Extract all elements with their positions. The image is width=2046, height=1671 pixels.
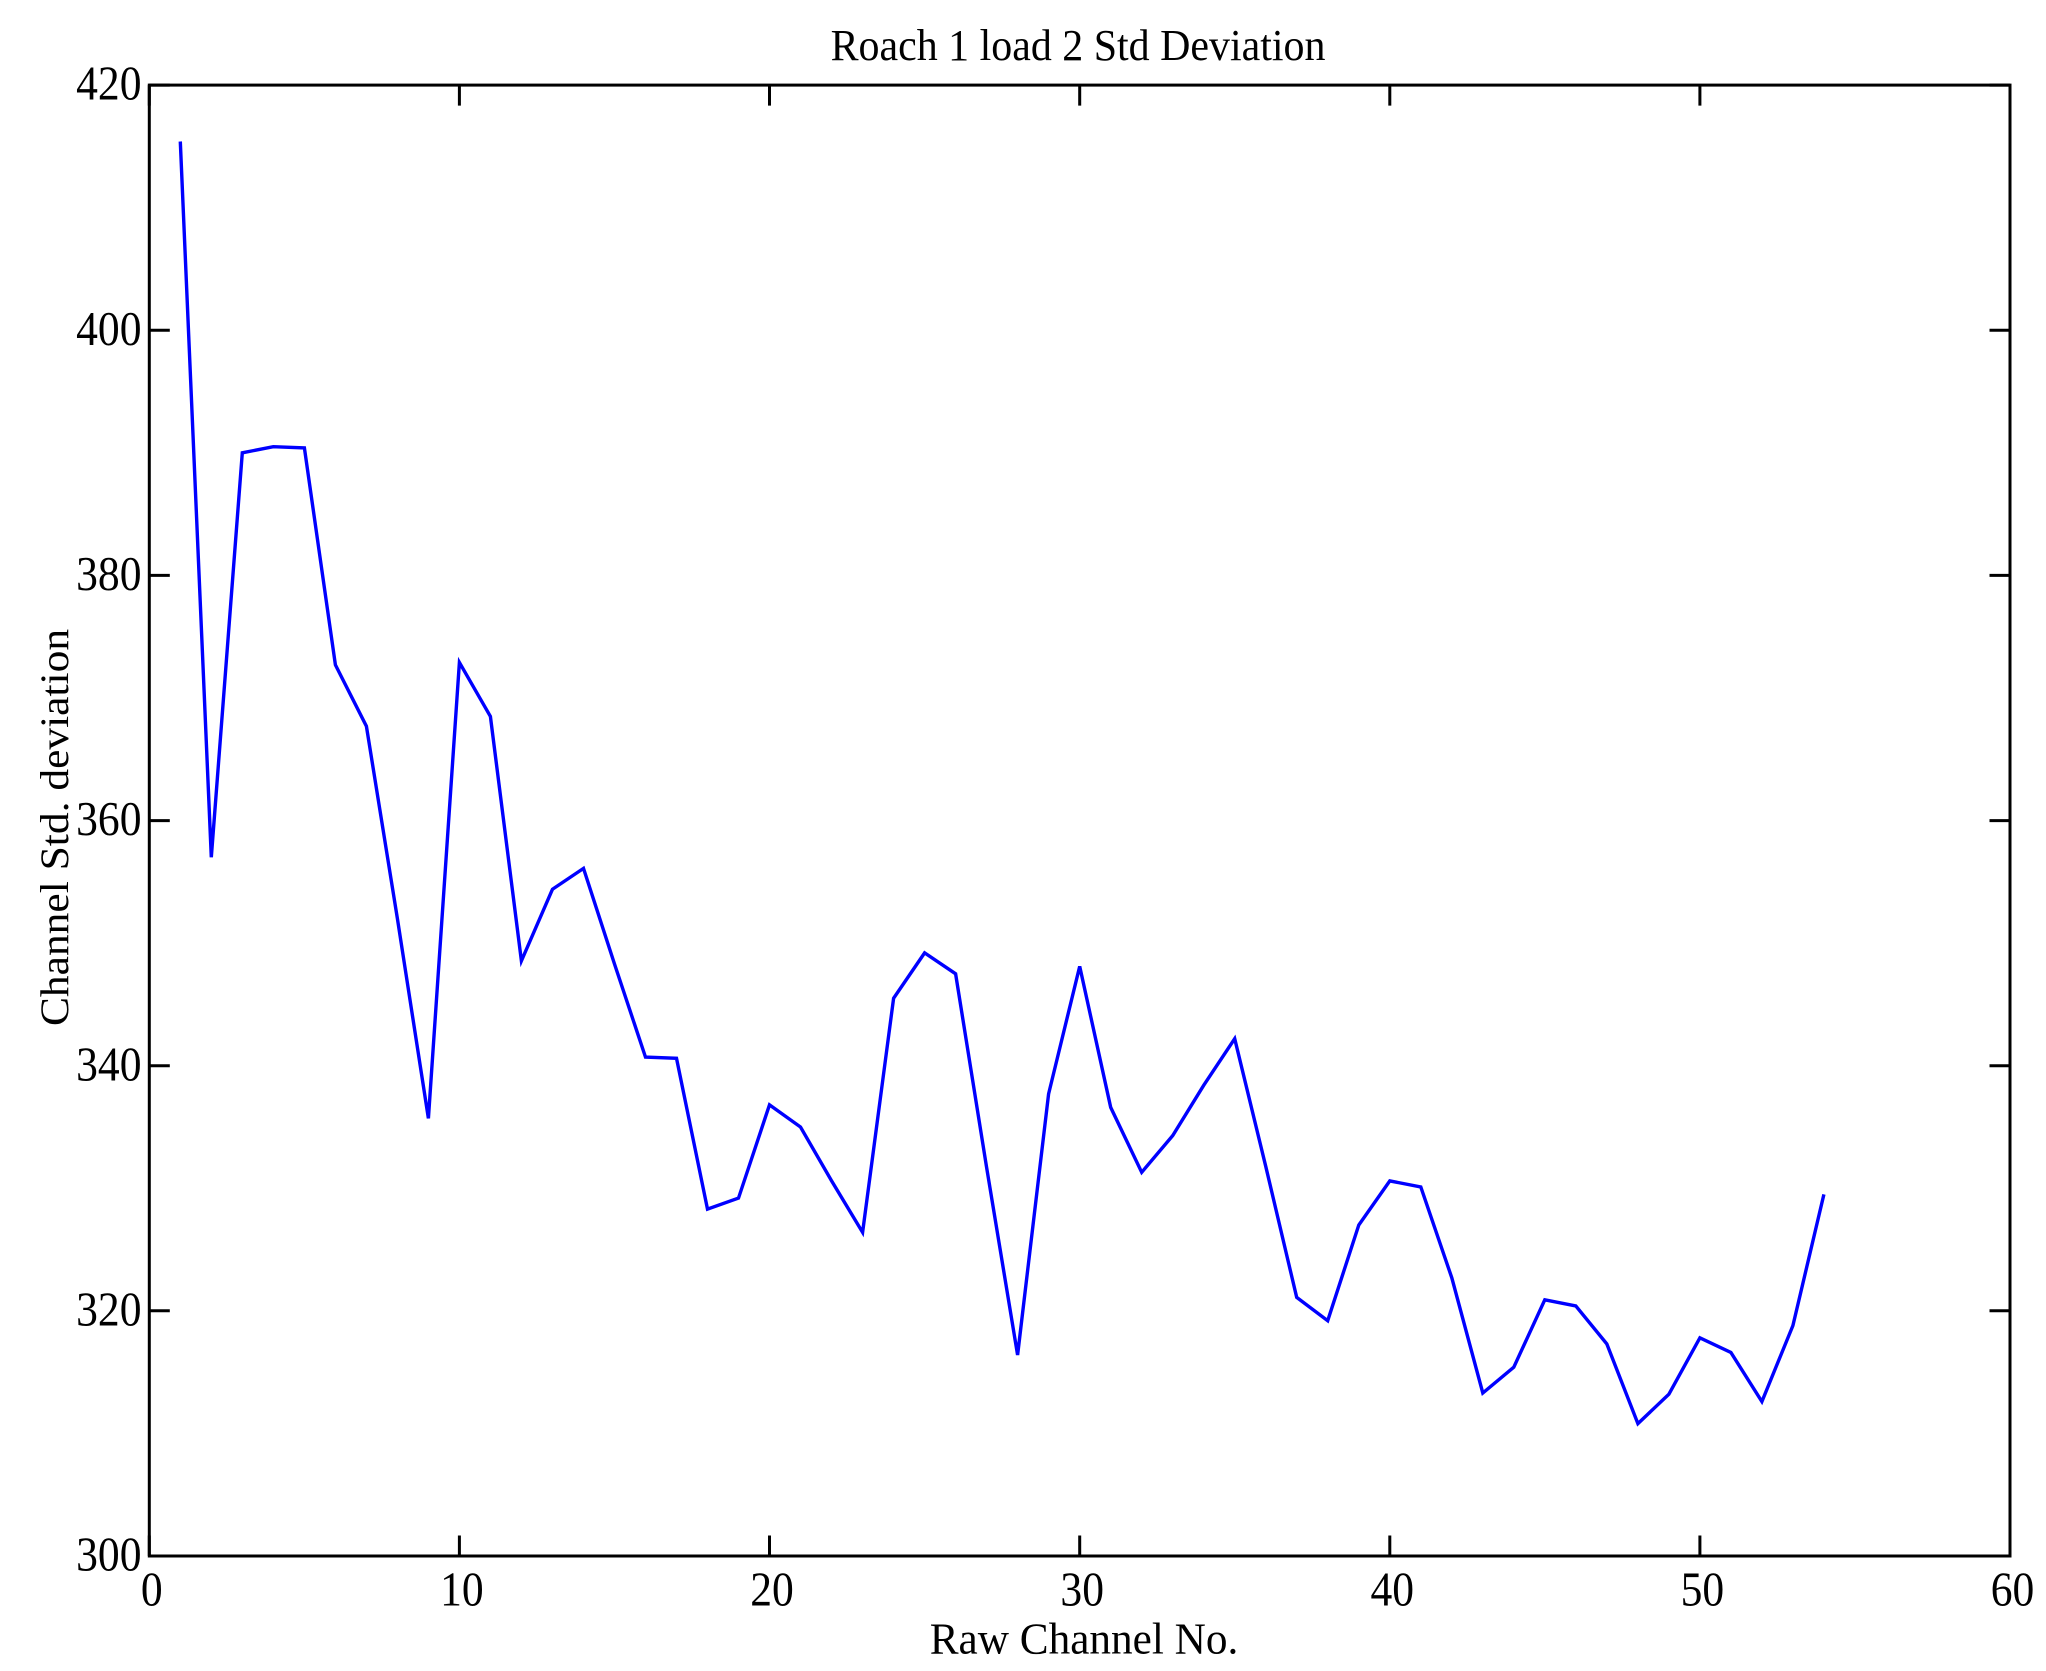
svg-text:300: 300 [76, 1528, 141, 1582]
svg-text:30: 30 [1060, 1563, 1104, 1617]
svg-text:40: 40 [1371, 1563, 1415, 1617]
svg-text:10: 10 [440, 1563, 484, 1617]
svg-text:Raw Channel No.: Raw Channel No. [930, 1615, 1239, 1664]
svg-text:Channel Std. deviation: Channel Std. deviation [32, 629, 77, 1026]
svg-text:360: 360 [76, 793, 141, 847]
svg-text:60: 60 [1991, 1563, 2035, 1617]
svg-text:0: 0 [141, 1563, 163, 1617]
svg-text:Roach 1 load 2 Std Deviation: Roach 1 load 2 Std Deviation [831, 22, 1326, 70]
svg-text:420: 420 [76, 58, 141, 112]
svg-text:340: 340 [76, 1038, 141, 1092]
svg-text:320: 320 [76, 1283, 141, 1337]
svg-text:380: 380 [76, 548, 141, 602]
svg-text:400: 400 [76, 303, 141, 357]
svg-text:50: 50 [1681, 1563, 1725, 1617]
svg-text:20: 20 [750, 1563, 794, 1617]
